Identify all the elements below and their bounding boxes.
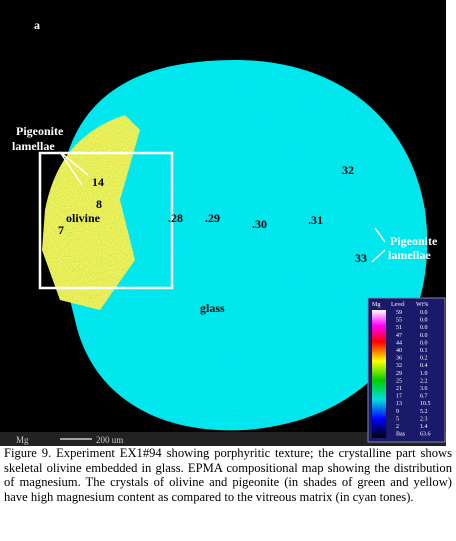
- legend-value: 47: [396, 333, 402, 339]
- point-label: .31: [308, 213, 323, 227]
- annotation: olivine: [66, 211, 101, 225]
- point-label: .29: [205, 211, 220, 225]
- arrow: [59, 151, 83, 186]
- legend-value: 5: [396, 416, 399, 422]
- legend-value: 36: [396, 356, 402, 362]
- scale-strip: [0, 432, 446, 446]
- legend-value: 9: [396, 409, 399, 415]
- point-label: .30: [252, 217, 267, 231]
- arrow: [374, 227, 386, 243]
- legend-value: 0.0: [420, 310, 428, 316]
- legend-value: 6.7: [420, 394, 428, 400]
- annotation: lamellae: [12, 139, 55, 153]
- point-label: 8: [96, 197, 102, 211]
- legend-value: 0.0: [420, 318, 428, 324]
- legend-value: 17: [396, 394, 402, 400]
- annotation: Pigeonite: [390, 234, 438, 248]
- legend-value: 2.2: [420, 378, 428, 384]
- scale-element: Mg: [16, 435, 29, 445]
- arrow: [59, 151, 89, 176]
- legend-value: 1.0: [420, 371, 428, 377]
- legend-value: 2.3: [420, 416, 428, 422]
- legend-value: 0.2: [420, 356, 428, 362]
- legend-value: 51: [396, 325, 402, 331]
- legend-value: 0.4: [420, 363, 428, 369]
- point-label: 14: [92, 175, 104, 189]
- point-label: 7: [58, 223, 64, 237]
- point-label: 33: [355, 251, 367, 265]
- legend-value: 59: [396, 310, 402, 316]
- zoom-box: [38, 151, 174, 290]
- legend-value: 5.2: [420, 409, 428, 415]
- legend-value: 29: [396, 371, 402, 377]
- legend-value: 10.5: [420, 401, 431, 407]
- arrow: [371, 249, 386, 263]
- legend-header: Level: [391, 302, 405, 308]
- legend-color-bar: [372, 310, 386, 438]
- legend-header: Wt%: [416, 302, 428, 308]
- annotation: Pigeonite: [16, 124, 64, 138]
- annotation: lamellae: [388, 248, 431, 262]
- annotation: glass: [200, 301, 225, 315]
- figure: a Pigeonite lamellae 14 8 olivine 7 .28 …: [0, 0, 446, 446]
- legend-value: 0.1: [420, 348, 428, 354]
- legend-value: 25: [396, 378, 402, 384]
- legend-value: 0.0: [420, 325, 428, 331]
- legend-value: 0.0: [420, 333, 428, 339]
- legend-value: 13: [396, 401, 402, 407]
- legend-value: 0.0: [420, 340, 428, 346]
- legend-value: Bas: [396, 432, 406, 438]
- legend-value: 55: [396, 318, 402, 324]
- legend-value: 21: [396, 386, 402, 392]
- caption: Figure 9. Experiment EX1#94 showing porp…: [4, 446, 452, 505]
- legend-value: 1.4: [420, 424, 428, 430]
- point-label: 32: [342, 163, 354, 177]
- legend-value: 40: [396, 348, 402, 354]
- legend-value: 2: [396, 424, 399, 430]
- scale-length: 200 um: [96, 435, 123, 445]
- legend-value: 63.6: [420, 432, 431, 438]
- legend-value: 44: [396, 340, 402, 346]
- legend-value: 3.6: [420, 386, 428, 392]
- point-label: .28: [168, 211, 183, 225]
- legend-element: Mg: [372, 302, 380, 308]
- panel-label: a: [34, 18, 40, 32]
- legend-value: 32: [396, 363, 402, 369]
